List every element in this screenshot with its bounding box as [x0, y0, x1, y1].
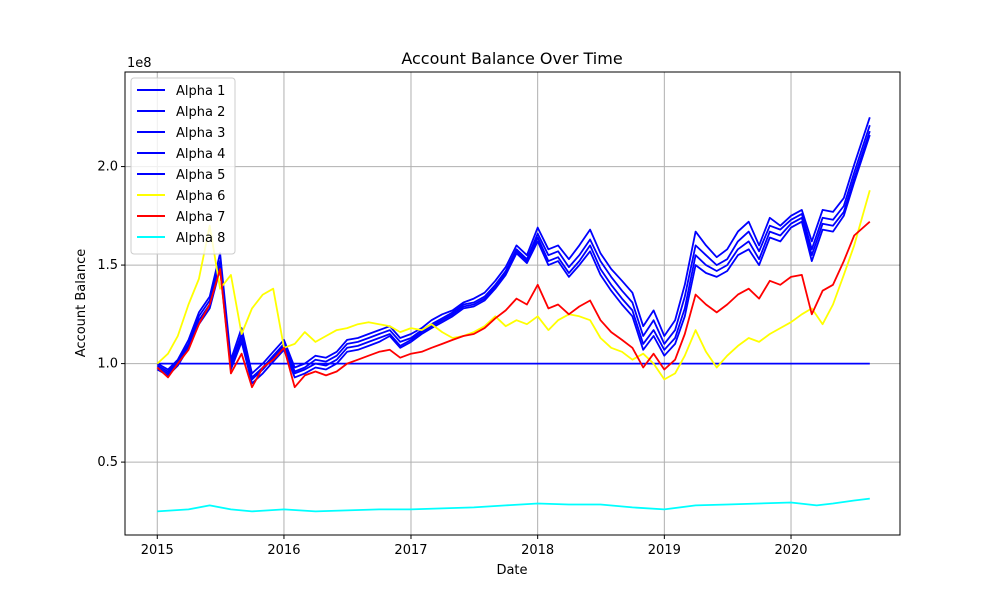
x-tick-label: 2020: [774, 543, 807, 558]
legend-label: Alpha 8: [176, 231, 225, 246]
y-tick-label: 0.5: [97, 455, 118, 470]
legend: Alpha 1 Alpha 2 Alpha 3 Alpha 4 Alpha 5 Alpha…: [130, 77, 236, 255]
legend-label: Alpha 7: [176, 210, 225, 225]
x-tick-label: 2016: [267, 543, 300, 558]
y-axis: 0.5 1.0 1.5 2.0: [97, 160, 125, 470]
y-tick-label: 1.0: [97, 357, 118, 372]
legend-box: [130, 77, 236, 255]
x-tick-label: 2019: [648, 543, 681, 558]
series-line-alpha-8: [157, 497, 870, 513]
series-line-alpha-5: [156, 134, 871, 385]
x-axis: 2015 2016 2017 2018 2019 2020: [141, 535, 808, 558]
y-axis-title: Account Balance: [74, 249, 89, 357]
x-axis-title: Date: [496, 563, 527, 578]
y-tick-label: 2.0: [97, 160, 118, 175]
legend-label: Alpha 2: [176, 105, 225, 120]
x-tick-label: 2015: [141, 543, 174, 558]
y-tick-label: 1.5: [97, 258, 118, 273]
y-axis-multiplier: 1e8: [127, 56, 152, 71]
plot-frame: [124, 71, 901, 536]
legend-label: Alpha 4: [176, 147, 225, 162]
legend-label: Alpha 3: [176, 126, 225, 141]
x-tick-label: 2018: [521, 543, 554, 558]
legend-label: Alpha 5: [176, 168, 225, 183]
series-line-alpha-7: [156, 221, 871, 389]
series-line-alpha-6: [156, 189, 871, 381]
x-tick-label: 2017: [394, 543, 427, 558]
series-line-alpha-2: [156, 117, 871, 375]
chart-title: Account Balance Over Time: [401, 49, 622, 68]
legend-label: Alpha 1: [176, 84, 225, 99]
series-layer: [156, 117, 871, 513]
legend-label: Alpha 6: [176, 189, 225, 204]
